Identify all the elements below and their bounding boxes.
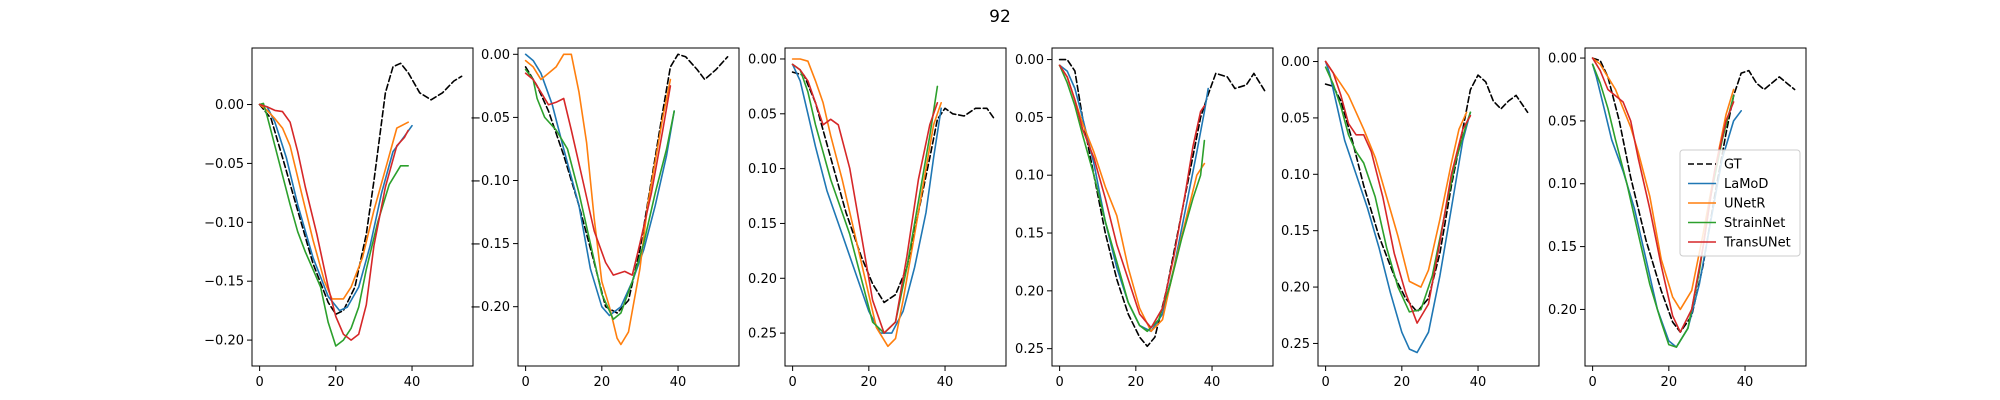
legend-box [1679,149,1801,257]
y-tick-label: 0.10 [1548,177,1577,192]
x-tick-label: 40 [1204,375,1221,390]
series-line-transunet [1058,64,1206,329]
series-line-gt [1058,58,1267,348]
y-tick-label: 0.15 [1548,240,1577,255]
y-tick-label: 0.20 [1548,303,1577,318]
panel-5: 0 20 40 0.00 0.05 0.10 0.15 0.20 0.25 [1281,47,1540,390]
y-tick-label: 0.15 [1015,227,1044,242]
y-tick-label: 0.10 [1015,169,1044,184]
x-tick-label: 0 [521,375,529,390]
y-tick-label: −0.05 [470,111,510,126]
figure-title: 92 [989,7,1011,27]
series-line-strainnet [524,68,675,321]
series-line-unetr [524,53,672,346]
x-tick-label: 20 [594,375,611,390]
series-line-unetr [1324,60,1468,288]
panel-2: 0 20 40 0.00 −0.05 −0.10 −0.15 −0.20 [470,47,740,390]
x-tick-label: 0 [1321,375,1329,390]
x-tick-label: 40 [937,375,954,390]
series-line-lamod [258,103,413,312]
y-tick-label: 0.25 [1281,337,1310,352]
y-tick-label: 0.05 [1281,111,1310,126]
panels: 0 20 40 0.00 −0.05 −0.10 −0.15 −0.20 0 20 40 0.00 −0… [204,47,1807,390]
plot-frame [251,47,474,367]
y-tick-label: 0.05 [1015,111,1044,126]
y-tick-label: 0.10 [1281,168,1310,183]
legend-label-gt: GT [1724,158,1742,173]
plot-frame [784,47,1007,367]
x-tick-label: 20 [328,375,345,390]
y-tick-label: −0.10 [204,216,244,231]
plot-frame [517,47,740,367]
series-line-transunet [258,103,409,341]
y-tick-label: 0.15 [1281,224,1310,239]
series-line-gt [258,62,463,315]
x-tick-label: 0 [1055,375,1063,390]
x-tick-label: 40 [1737,375,1754,390]
y-tick-label: 0.25 [1015,342,1044,357]
x-tick-label: 40 [670,375,687,390]
series-line-lamod [1324,60,1472,354]
y-tick-label: 0.00 [215,98,244,113]
panel-3: 0 20 40 0.00 0.05 0.10 0.15 0.20 0.25 [748,47,1007,390]
y-tick-label: −0.10 [470,174,510,189]
y-tick-label: −0.20 [204,334,244,349]
panel-1: 0 20 40 0.00 −0.05 −0.10 −0.15 −0.20 [204,47,474,390]
x-tick-label: 0 [255,375,263,390]
series-line-lamod [524,53,675,317]
y-tick-label: 0.00 [1281,55,1310,70]
series-line-lamod [1058,64,1209,333]
series-line-transunet [1324,60,1472,324]
y-tick-label: 0.05 [748,107,777,122]
x-tick-label: 20 [1661,375,1678,390]
y-tick-label: 0.00 [1548,52,1577,67]
x-tick-label: 40 [1470,375,1487,390]
x-tick-label: 0 [1588,375,1596,390]
y-tick-label: 0.00 [481,48,510,63]
x-tick-label: 0 [788,375,796,390]
series-line-lamod [791,63,942,334]
series-line-gt [524,53,729,314]
legend-label-strainnet: StrainNet [1724,216,1785,231]
series-line-unetr [791,58,942,348]
y-tick-label: 0.20 [1281,281,1310,296]
y-tick-label: 0.20 [1015,284,1044,299]
series-line-gt [791,71,996,304]
plot-frame [1051,47,1274,367]
legend-label-lamod: LaMoD [1724,177,1768,192]
panel-4: 0 20 40 0.00 0.05 0.10 0.15 0.20 0.25 [1015,47,1274,390]
y-tick-label: 0.15 [748,217,777,232]
series-line-gt [1324,74,1529,313]
y-tick-label: 0.05 [1548,114,1577,129]
y-tick-label: −0.05 [204,157,244,172]
legend: GT LaMoD UNetR StrainNet TransUNet [1679,149,1801,257]
y-tick-label: −0.20 [470,300,510,315]
series-line-strainnet [791,63,939,334]
series-line-unetr [258,103,409,300]
y-tick-label: 0.25 [748,327,777,342]
series-line-strainnet [258,102,409,347]
y-tick-label: 0.00 [748,52,777,67]
y-tick-label: 0.10 [748,162,777,177]
series-line-transunet [791,63,939,334]
x-tick-label: 20 [1128,375,1145,390]
x-tick-label: 20 [1394,375,1411,390]
legend-label-unetr: UNetR [1724,197,1765,212]
y-tick-label: 0.20 [748,272,777,287]
series-line-strainnet [1324,66,1472,313]
x-tick-label: 40 [404,375,421,390]
plot-frame [1317,47,1540,367]
y-tick-label: −0.15 [204,275,244,290]
series-line-transunet [524,72,672,276]
y-tick-label: 0.00 [1015,53,1044,68]
y-tick-label: −0.15 [470,237,510,252]
legend-label-transunet: TransUNet [1723,236,1791,251]
x-tick-label: 20 [861,375,878,390]
series-line-strainnet [1058,64,1206,333]
plot-frame [1584,47,1807,367]
